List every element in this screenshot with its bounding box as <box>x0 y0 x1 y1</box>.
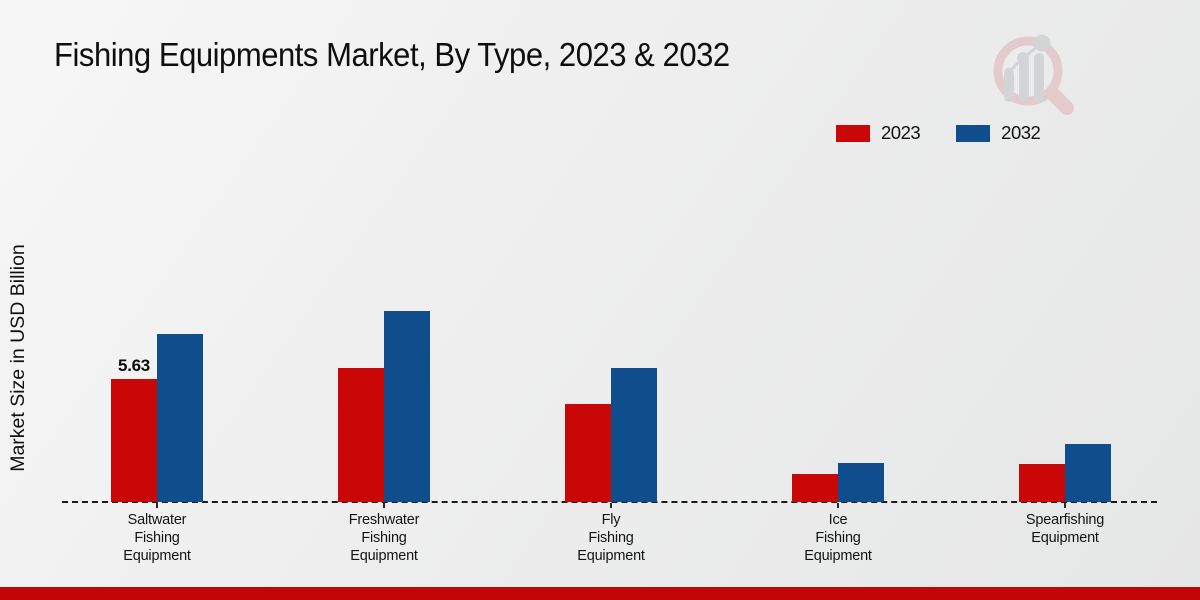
legend-swatch-2023 <box>836 124 870 142</box>
x-axis-tick <box>610 503 612 508</box>
category-label: Fly Fishing Equipment <box>577 512 645 564</box>
legend: 2023 2032 <box>836 122 1041 144</box>
bar-2023-4 <box>1019 464 1065 502</box>
bar-2032-3 <box>838 463 884 502</box>
legend-swatch-2032 <box>956 124 991 142</box>
category-label: Freshwater Fishing Equipment <box>348 512 420 564</box>
x-axis-dashed-line <box>62 501 1157 503</box>
legend-item-2032: 2032 <box>956 122 1041 144</box>
chart-title: Fishing Equipments Market, By Type, 2023… <box>54 36 730 73</box>
bar-2023-1 <box>338 367 384 502</box>
category-label: Ice Fishing Equipment <box>804 512 872 564</box>
bar-2023-0 <box>111 378 157 502</box>
x-axis-tick <box>383 503 385 508</box>
bar-2023-2 <box>565 403 611 502</box>
footer-accent-bar <box>0 587 1200 600</box>
bar-2032-2 <box>611 368 657 502</box>
bar-2023-3 <box>792 474 838 502</box>
bar-2032-0 <box>157 333 203 502</box>
x-axis-tick <box>837 503 839 508</box>
magnifier-bar-chart-logo-icon <box>993 34 1074 115</box>
x-axis-tick <box>1064 503 1066 508</box>
bar-2032-1 <box>384 311 430 502</box>
legend-label-2032: 2032 <box>1001 122 1041 143</box>
category-label: Spearfishing Equipment <box>1025 512 1105 546</box>
category-label: Saltwater Fishing Equipment <box>123 512 191 564</box>
legend-item-2023: 2023 <box>836 122 921 144</box>
legend-label-2023: 2023 <box>881 122 921 143</box>
bar-2032-4 <box>1065 444 1111 502</box>
bar-value-label: 5.63 <box>118 355 150 375</box>
x-axis-tick <box>156 503 158 508</box>
